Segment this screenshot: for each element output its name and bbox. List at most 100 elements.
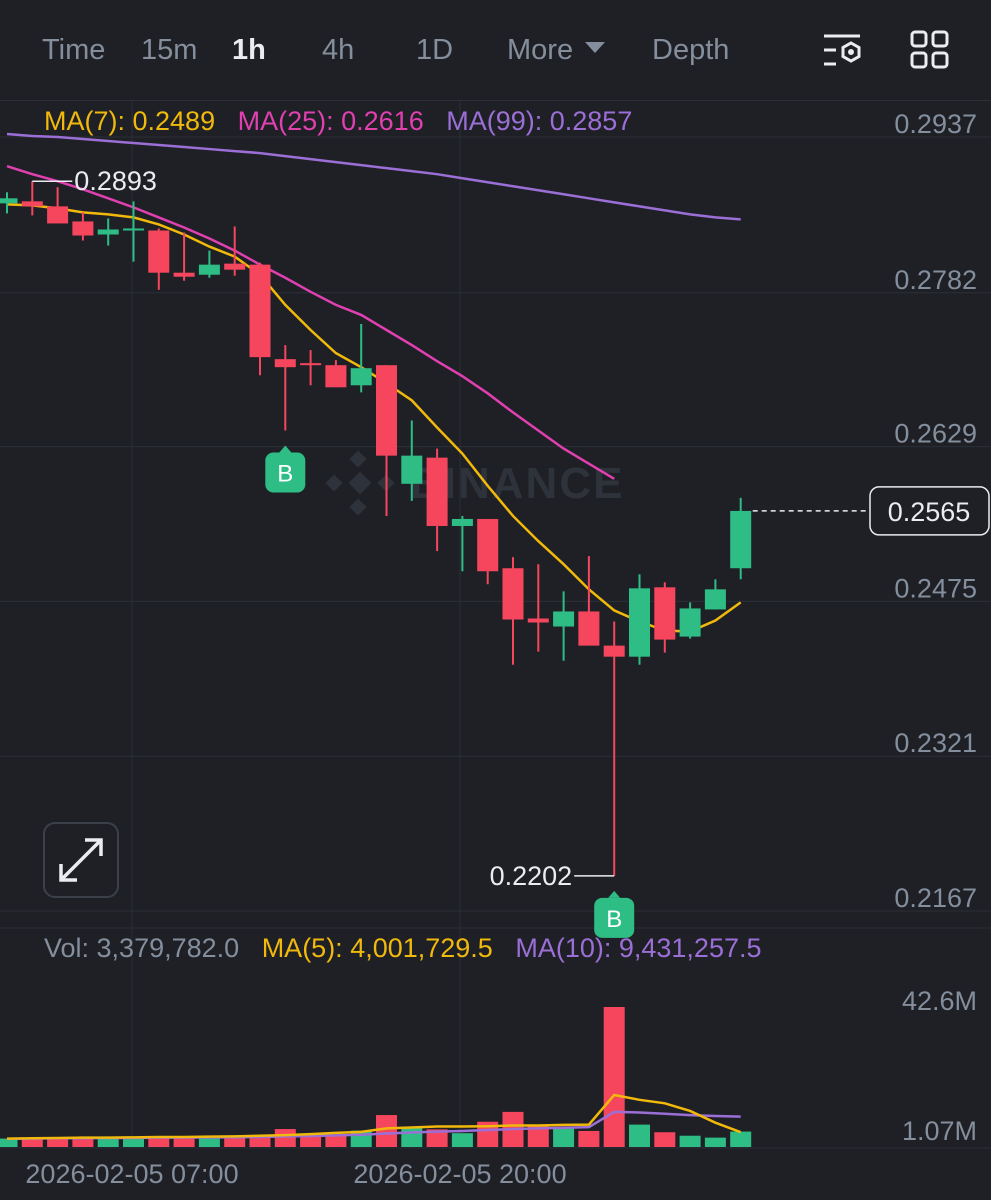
- candle-body: [401, 455, 423, 484]
- volume-bar: [72, 1136, 94, 1147]
- candle-body: [300, 363, 322, 366]
- volume-tick-label: 42.6M: [902, 986, 977, 1016]
- tab-time[interactable]: Time: [42, 34, 106, 66]
- buy-marker-label: B: [606, 906, 622, 933]
- candle-body: [477, 518, 499, 572]
- candle-body: [72, 221, 94, 236]
- tab-1d[interactable]: 1D: [416, 34, 454, 66]
- volume-bar: [629, 1124, 650, 1147]
- candle-body: [679, 608, 701, 637]
- price-tick-label: 0.2937: [894, 109, 977, 139]
- grid-layout-icon[interactable]: [910, 30, 950, 75]
- candle-body: [325, 365, 347, 388]
- ma99-line: [6, 132, 741, 221]
- volume-bar: [21, 1138, 43, 1147]
- caret-down-icon: [585, 41, 606, 53]
- candle-body: [527, 618, 549, 623]
- price-tick-label: 0.2629: [894, 419, 977, 449]
- volume-bar: [0, 1138, 18, 1147]
- ma25-value: MA(25): 0.2616: [237, 106, 424, 136]
- tab-4h[interactable]: 4h: [322, 34, 355, 66]
- volume-bar: [123, 1136, 144, 1147]
- candle-body: [451, 518, 473, 527]
- volume-bar: [224, 1136, 246, 1147]
- volume-bar: [679, 1135, 701, 1147]
- volume-legend: Vol: 3,379,782.0 MA(5): 4,001,729.5 MA(1…: [44, 933, 762, 964]
- more-label: More: [507, 34, 574, 66]
- candles: [0, 181, 752, 876]
- chart-grid: 0.2937 0.2782 0.2629 0.2475 0.2321 0.2167 42.6…: [0, 100, 991, 1189]
- buy-marker-label: B: [277, 461, 293, 488]
- chart-settings-icon[interactable]: [822, 30, 866, 75]
- ma-legend: MA(7): 0.2489 MA(25): 0.2616 MA(99): 0.2…: [44, 106, 632, 137]
- ma25-line: [6, 164, 615, 480]
- expand-arrows-icon: [59, 838, 103, 882]
- candle-body: [148, 230, 170, 273]
- volume-bar: [401, 1126, 423, 1147]
- time-tick-label: 2026-02-05 07:00: [25, 1159, 238, 1189]
- candle-body: [376, 365, 397, 456]
- high-price-label: 0.2893: [74, 166, 157, 196]
- volume-bar: [97, 1136, 119, 1147]
- candle-body: [21, 201, 43, 207]
- candle-body: [224, 263, 246, 270]
- candle-body: [198, 264, 220, 275]
- more-dropdown[interactable]: More: [507, 34, 606, 67]
- candle-body: [249, 264, 271, 358]
- price-labels: 0.2893 0.2202 B B 0.2565: [32, 166, 990, 938]
- candle-body: [603, 645, 625, 657]
- last-price-tag: [869, 486, 990, 536]
- volume-bar: [477, 1121, 499, 1147]
- volume-bar: [148, 1137, 170, 1147]
- volume-bar: [730, 1131, 752, 1147]
- candle-body: [47, 206, 69, 224]
- volume-bars: [0, 1007, 752, 1147]
- volume-bar: [249, 1136, 271, 1147]
- volume-bar: [47, 1137, 69, 1147]
- fullscreen-button[interactable]: [43, 822, 119, 898]
- ma7-line: [6, 203, 742, 633]
- candle-body: [553, 611, 575, 627]
- moving-average-lines: [6, 132, 742, 633]
- interval-toolbar: Time 15m 1h 4h 1D More Depth: [0, 0, 991, 101]
- volume-value: Vol: 3,379,782.0: [44, 933, 240, 963]
- buy-marker: [265, 452, 306, 493]
- volume-ma5-value: MA(5): 4,001,729.5: [261, 933, 493, 963]
- volume-bar: [578, 1130, 600, 1147]
- volume-bar: [603, 1007, 625, 1147]
- price-tick-label: 0.2782: [894, 265, 977, 295]
- volume-ma10-value: MA(10): 9,431,257.5: [515, 933, 762, 963]
- volume-bar: [173, 1136, 195, 1147]
- tab-15m[interactable]: 15m: [141, 34, 198, 66]
- buy-marker: [594, 897, 635, 938]
- buy-marker-pointer: [608, 890, 621, 898]
- candle-body: [502, 568, 524, 620]
- tab-1h[interactable]: 1h: [232, 34, 266, 66]
- price-tick-label: 0.2475: [894, 573, 977, 603]
- candle-body: [629, 588, 650, 657]
- low-price-label: 0.2202: [490, 861, 573, 891]
- time-tick-label: 2026-02-05 20:00: [353, 1159, 566, 1189]
- candle-body: [274, 359, 296, 368]
- volume-bar: [654, 1132, 676, 1147]
- volume-bar: [704, 1137, 726, 1147]
- candle-body: [730, 510, 752, 569]
- volume-bar: [376, 1115, 397, 1147]
- candle-body: [350, 368, 372, 386]
- volume-tick-label: 1.07M: [902, 1116, 977, 1146]
- last-price-label: 0.2565: [888, 497, 971, 527]
- candle-body: [426, 457, 448, 527]
- ma7-value: MA(7): 0.2489: [44, 106, 216, 136]
- volume-bar: [325, 1135, 347, 1147]
- volume-bar: [426, 1129, 448, 1147]
- volume-bar: [274, 1129, 296, 1147]
- candle-body: [704, 589, 726, 610]
- candle-body: [654, 587, 676, 640]
- tab-depth[interactable]: Depth: [652, 34, 730, 66]
- volume-bar: [451, 1133, 473, 1147]
- volume-bar: [553, 1127, 575, 1147]
- price-tick-label: 0.2321: [894, 728, 977, 758]
- volume-bar: [527, 1126, 549, 1147]
- volume-ma5-line: [6, 1093, 742, 1140]
